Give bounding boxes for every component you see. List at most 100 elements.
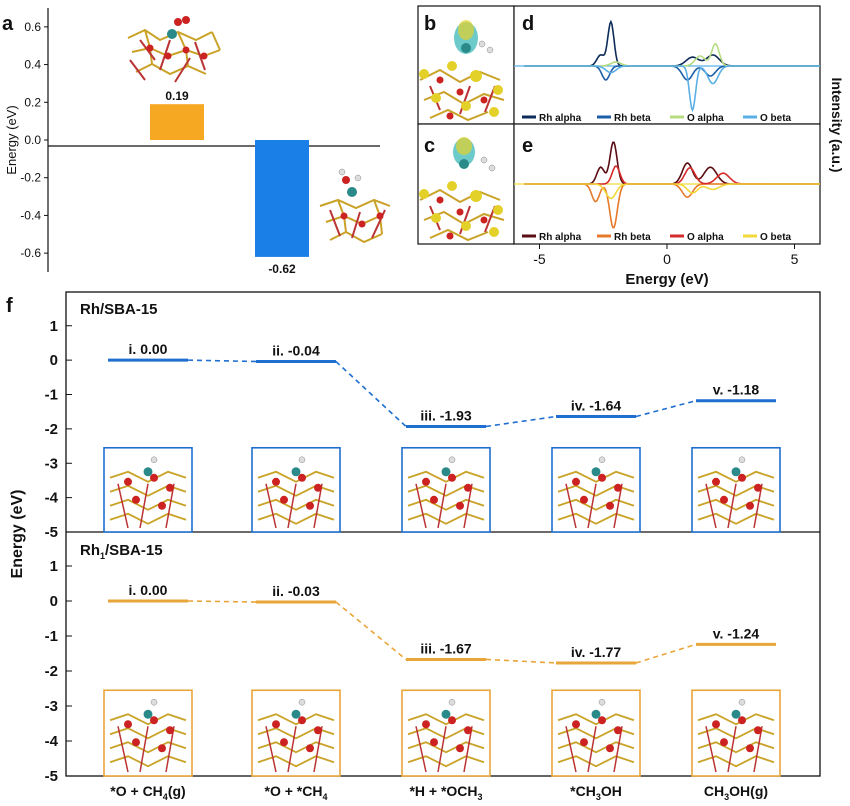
panel-f-y-tick-label: -5: [45, 768, 58, 785]
panel-f-letter: f: [6, 295, 13, 317]
panel-f-x-categories: *O + CH4(g) *O + *CH4 *H + *OCH3 *CH3OH CH3O…: [110, 783, 768, 802]
panel-a-y-tick-label: 0.6: [24, 20, 41, 34]
panel-a-y-tick-label: 0.4: [24, 58, 41, 72]
structure-image-h: [150, 699, 158, 706]
structure-image-a1: [127, 16, 221, 83]
structure-image-frame: [401, 689, 491, 777]
structure-image-rh: [591, 467, 601, 477]
structure-image-bonds: [265, 483, 323, 529]
structure-image-oxygen: [606, 744, 614, 753]
structure-image-bonds: [705, 483, 763, 529]
panel-d-curves: [514, 19, 820, 113]
panel-c-letter: c: [424, 135, 435, 157]
structure-image-bonds: [117, 483, 175, 529]
structure-image-oxygen: [166, 726, 174, 735]
structure-image-oxygen: [272, 720, 280, 729]
panel-f-y-tick-label: -4: [45, 733, 59, 750]
panel-a-y-tick-label: -0.2: [20, 171, 41, 185]
structure-image-bonds: [117, 726, 175, 773]
panel-f-connector: [485, 415, 557, 428]
structure-image-oxygen: [464, 726, 472, 735]
structure-image-oxygen: [298, 473, 306, 482]
structure-image-bonds: [415, 726, 473, 773]
panel-f-level-label: iii. -1.93: [420, 407, 472, 423]
structure-image-oxygen: [738, 473, 746, 482]
structure-image-bonds: [415, 483, 473, 529]
structure-image-frame: [251, 689, 341, 777]
structure-image-h: [150, 456, 158, 464]
panel-a-bar-chart: 0.6 0.4 0.2 0.0 -0.2 -0.4 -0.6 Energy (eV) 0.1…: [4, 8, 391, 276]
panel-f-y-tick-label: -1: [45, 628, 58, 645]
panel-f-level-label: iii. -1.67: [420, 640, 472, 656]
panel-d-letter: d: [522, 13, 534, 35]
structure-image-oxygen: [746, 744, 754, 753]
structure-image-oxygen: [754, 726, 762, 735]
structure-image-oxygen: [298, 716, 306, 725]
panel-f-level-label: i. 0.00: [129, 341, 168, 357]
structure-image-oxygen: [272, 477, 280, 486]
panel-f-y-tick-label: -2: [45, 663, 58, 680]
structure-image-rh: [441, 709, 451, 719]
structure-image-h: [448, 699, 456, 706]
structure-image-oxygen: [720, 495, 728, 504]
panel-e-legend: Rh alpha Rh beta O alpha O beta: [522, 232, 792, 243]
panel-f-level-label: ii. -0.03: [272, 583, 320, 599]
structure-image-oxygen: [280, 495, 288, 504]
charge-density-image-c: [419, 137, 505, 242]
panel-e-x-tick-label: -5: [533, 251, 546, 267]
panel-f-x-category: CH3OH(g): [704, 783, 768, 802]
panel-e-x-ticks: -5 0 5: [533, 244, 799, 267]
panel-d-curve-o-beta: [524, 65, 820, 113]
panel-f-y-tick-label: 1: [50, 558, 58, 575]
structure-image-oxygen: [430, 495, 438, 504]
panel-f-level-label: v. -1.24: [713, 625, 760, 641]
structure-image-oxygen: [456, 744, 464, 753]
panel-e-curves: [514, 141, 821, 229]
structure-image-oxygen: [158, 744, 166, 753]
structure-image-oxygen: [422, 477, 430, 486]
structure-image-lattice: [697, 470, 775, 525]
structure-image-lattice: [557, 470, 635, 525]
structure-image-oxygen: [124, 720, 132, 729]
structure-image-oxygen: [456, 501, 464, 510]
structure-image-frame: [103, 689, 193, 777]
structure-image-oxygen: [306, 744, 314, 753]
structure-image-oxygen: [422, 720, 430, 729]
structure-image-oxygen: [464, 483, 472, 492]
structure-image-oxygen: [132, 495, 140, 504]
structure-image-oxygen: [614, 483, 622, 492]
structure-image-lattice: [109, 713, 187, 768]
structure-image-oxygen: [738, 716, 746, 725]
panel-a-bar: [255, 140, 309, 257]
panel-f-connector: [635, 399, 697, 418]
structure-image-oxygen: [598, 473, 606, 482]
structure-image-a2: [319, 168, 391, 244]
structure-image-rh: [291, 709, 301, 719]
structure-image-oxygen: [754, 483, 762, 492]
structure-image-h: [298, 456, 306, 464]
structure-image-oxygen: [280, 738, 288, 747]
panel-a-bar: [150, 104, 204, 140]
panel-f-connector: [635, 643, 697, 664]
structure-image-oxygen: [720, 738, 728, 747]
structure-image-h: [598, 456, 606, 464]
structure-image-oxygen: [580, 495, 588, 504]
panel-d-legend-label: Rh alpha: [539, 113, 582, 124]
structure-image-frame: [691, 689, 781, 777]
structure-image-bonds: [265, 726, 323, 773]
panel-f-bottom-profile: 1 0 -1 -2 -3 -4 -5 i. 0.00 ii. -0.03 iii. -1.67 iv…: [45, 558, 781, 785]
structure-image-frame: [551, 689, 641, 777]
panel-a-y-tick-label: -0.4: [20, 208, 41, 222]
panel-d-legend-label: O alpha: [687, 113, 724, 124]
pdos-y-label: Intensity (a.u.): [829, 78, 845, 173]
panel-e-legend-label: O alpha: [687, 232, 724, 243]
panel-f-connector: [335, 360, 407, 428]
panel-f-level-label: iv. -1.64: [571, 398, 622, 414]
structure-image-rh: [731, 467, 741, 477]
structure-image-oxygen: [158, 501, 166, 510]
panel-f-y-tick-label: -3: [45, 455, 58, 472]
structure-image-bonds: [565, 726, 623, 773]
structure-image-bonds: [565, 483, 623, 529]
panel-f-level-label: v. -1.18: [713, 382, 760, 398]
